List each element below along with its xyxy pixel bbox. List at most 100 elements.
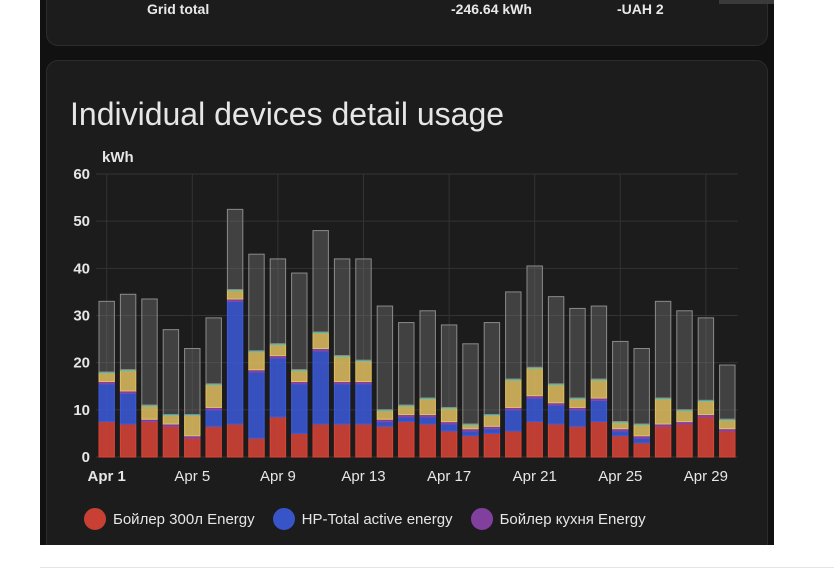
bar-segment[interactable] <box>483 432 501 458</box>
bar-segment[interactable] <box>633 437 650 444</box>
stacked-bar-chart[interactable]: 0 10 20 30 40 50 60 Apr 1 Apr 5 Apr 9 Apr 13 Apr 17… <box>40 0 774 545</box>
bar-segment[interactable] <box>697 416 715 458</box>
bar-segment[interactable] <box>184 348 201 416</box>
bar-segment[interactable] <box>98 421 115 458</box>
bar-segment[interactable] <box>376 425 394 458</box>
bar-segment[interactable] <box>633 423 650 437</box>
bar-segment[interactable] <box>462 430 479 437</box>
bar-segment[interactable] <box>312 423 329 458</box>
bar-segment[interactable] <box>547 296 565 385</box>
bar-segment[interactable] <box>355 359 372 383</box>
bar-segment[interactable] <box>355 383 372 425</box>
bar-segment[interactable] <box>98 300 115 373</box>
bar-segment[interactable] <box>569 425 586 458</box>
bar-segment[interactable] <box>119 392 137 425</box>
bar-segment[interactable] <box>205 317 222 385</box>
bar-segment[interactable] <box>505 409 522 432</box>
bar-segment[interactable] <box>291 369 308 383</box>
bar-segment[interactable] <box>226 208 244 291</box>
bar-segment[interactable] <box>440 430 458 458</box>
bar-segment[interactable] <box>162 425 180 458</box>
bar-segment[interactable] <box>612 430 629 437</box>
legend-item[interactable]: Бойлер 300л Energy <box>84 508 255 530</box>
bar-segment[interactable] <box>333 423 351 458</box>
bar-segment[interactable] <box>248 350 265 371</box>
bar-segment[interactable] <box>333 355 351 383</box>
legend-item[interactable]: HP-Total active energy <box>272 508 453 530</box>
bar-segment[interactable] <box>676 310 693 411</box>
bar-segment[interactable] <box>269 343 287 357</box>
bar-segment[interactable] <box>719 364 736 420</box>
bar-segment[interactable] <box>547 404 565 425</box>
bar-segment[interactable] <box>526 421 543 458</box>
bar-segment[interactable] <box>505 291 522 380</box>
bar-segment[interactable] <box>162 329 180 416</box>
bar-segment[interactable] <box>269 258 287 345</box>
bar-segment[interactable] <box>312 350 329 425</box>
bar-segment[interactable] <box>676 409 693 423</box>
legend-item[interactable]: Бойлер кухня Energy <box>470 508 646 530</box>
bar-segment[interactable] <box>291 432 308 458</box>
bar-segment[interactable] <box>141 298 158 406</box>
bar-segment[interactable] <box>248 371 265 439</box>
bar-segment[interactable] <box>462 343 479 425</box>
bar-segment[interactable] <box>719 430 736 458</box>
bar-segment[interactable] <box>333 258 351 357</box>
bar-segment[interactable] <box>398 421 415 458</box>
bar-segment[interactable] <box>419 423 436 458</box>
bar-segment[interactable] <box>205 425 222 458</box>
bar-segment[interactable] <box>248 253 265 352</box>
bar-segment[interactable] <box>333 383 351 425</box>
bar-segment[interactable] <box>226 300 244 425</box>
bar-segment[interactable] <box>419 416 436 425</box>
bar-segment[interactable] <box>505 430 522 458</box>
bar-segment[interactable] <box>676 423 693 458</box>
bar-segment[interactable] <box>141 404 158 420</box>
bar-segment[interactable] <box>291 383 308 434</box>
bar-segment[interactable] <box>654 425 672 458</box>
bar-segment[interactable] <box>355 258 372 361</box>
bar-segment[interactable] <box>398 322 415 406</box>
bar-segment[interactable] <box>119 423 137 458</box>
bar-segment[interactable] <box>398 416 415 423</box>
bar-segment[interactable] <box>440 423 458 432</box>
bar-segment[interactable] <box>184 437 201 458</box>
bar-segment[interactable] <box>98 383 115 423</box>
bar-segment[interactable] <box>355 423 372 458</box>
bar-segment[interactable] <box>269 357 287 418</box>
bar-segment[interactable] <box>569 409 586 427</box>
bar-segment[interactable] <box>483 428 501 434</box>
bar-segment[interactable] <box>590 378 608 399</box>
bar-segment[interactable] <box>312 230 329 333</box>
bar-segment[interactable] <box>505 378 522 408</box>
bar-segment[interactable] <box>547 423 565 458</box>
bar-segment[interactable] <box>226 423 244 458</box>
bar-segment[interactable] <box>526 265 543 368</box>
bar-segment[interactable] <box>633 442 650 458</box>
bar-segment[interactable] <box>697 399 715 416</box>
bar-segment[interactable] <box>590 399 608 423</box>
bar-segment[interactable] <box>376 305 394 411</box>
bar-segment[interactable] <box>633 348 650 425</box>
bar-segment[interactable] <box>590 305 608 380</box>
bar-segment[interactable] <box>419 397 436 416</box>
bar-segment[interactable] <box>312 331 329 350</box>
bar-segment[interactable] <box>483 322 501 416</box>
bar-segment[interactable] <box>119 369 137 392</box>
bar-segment[interactable] <box>141 421 158 458</box>
bar-segment[interactable] <box>419 310 436 399</box>
bar-segment[interactable] <box>654 397 672 425</box>
bar-segment[interactable] <box>483 414 501 427</box>
bar-segment[interactable] <box>248 437 265 458</box>
bar-segment[interactable] <box>119 293 137 371</box>
bar-segment[interactable] <box>205 409 222 427</box>
bar-segment[interactable] <box>269 416 287 458</box>
bar-segment[interactable] <box>526 366 543 397</box>
bar-segment[interactable] <box>569 307 586 399</box>
bar-segment[interactable] <box>697 317 715 401</box>
bar-segment[interactable] <box>440 406 458 423</box>
bar-segment[interactable] <box>590 421 608 458</box>
bar-segment[interactable] <box>547 383 565 404</box>
bar-segment[interactable] <box>205 383 222 408</box>
bar-segment[interactable] <box>291 272 308 371</box>
